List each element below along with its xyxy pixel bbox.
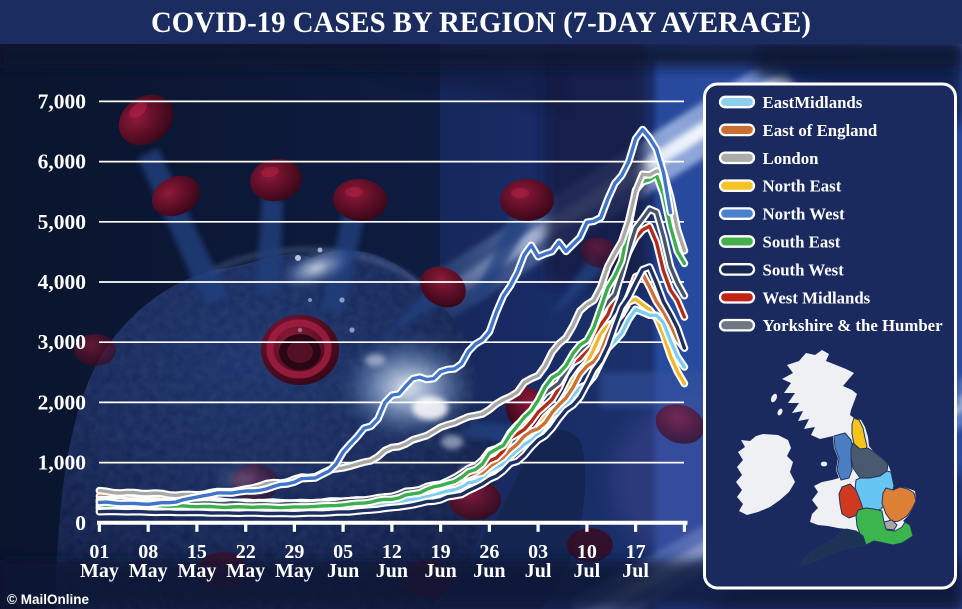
svg-text:26: 26 <box>479 541 499 563</box>
svg-text:6,000: 6,000 <box>38 150 86 174</box>
svg-text:North East: North East <box>763 177 842 196</box>
svg-text:15: 15 <box>187 541 207 563</box>
svg-text:19: 19 <box>431 541 451 563</box>
svg-text:12: 12 <box>382 541 402 563</box>
svg-text:South West: South West <box>763 260 845 279</box>
svg-text:1,000: 1,000 <box>38 451 86 475</box>
svg-text:Jul: Jul <box>525 560 552 582</box>
svg-text:Jun: Jun <box>327 560 359 582</box>
svg-text:May: May <box>80 560 119 582</box>
svg-text:Jul: Jul <box>622 560 649 582</box>
svg-text:7,000: 7,000 <box>38 89 86 113</box>
svg-text:West Midlands: West Midlands <box>763 288 871 307</box>
svg-text:South East: South East <box>763 233 841 252</box>
svg-text:Yorkshire & the Humber: Yorkshire & the Humber <box>763 316 944 335</box>
svg-text:4,000: 4,000 <box>38 270 86 294</box>
svg-text:Jun: Jun <box>473 560 505 582</box>
svg-text:May: May <box>129 560 168 582</box>
svg-text:0: 0 <box>75 511 86 535</box>
svg-text:May: May <box>177 560 216 582</box>
svg-text:5,000: 5,000 <box>38 210 86 234</box>
svg-text:North West: North West <box>763 205 846 224</box>
svg-text:05: 05 <box>333 541 353 563</box>
svg-text:10: 10 <box>577 541 597 563</box>
svg-text:Jun: Jun <box>376 560 408 582</box>
svg-text:Jul: Jul <box>574 560 601 582</box>
svg-text:2,000: 2,000 <box>38 390 86 414</box>
svg-text:May: May <box>226 560 265 582</box>
svg-text:22: 22 <box>236 541 256 563</box>
svg-text:17: 17 <box>626 541 646 563</box>
svg-text:03: 03 <box>528 541 548 563</box>
svg-text:EastMidlands: EastMidlands <box>763 93 863 112</box>
svg-text:3,000: 3,000 <box>38 330 86 354</box>
svg-text:29: 29 <box>284 541 304 563</box>
svg-text:08: 08 <box>138 541 158 563</box>
svg-text:01: 01 <box>89 541 109 563</box>
svg-text:London: London <box>763 149 820 168</box>
svg-text:Jun: Jun <box>424 560 456 582</box>
svg-text:East of England: East of England <box>763 121 878 140</box>
svg-text:COVID-19 CASES BY REGION (7-DA: COVID-19 CASES BY REGION (7-DAY AVERAGE) <box>151 6 811 39</box>
svg-text:May: May <box>275 560 314 582</box>
svg-text:© MailOnline: © MailOnline <box>7 592 89 607</box>
